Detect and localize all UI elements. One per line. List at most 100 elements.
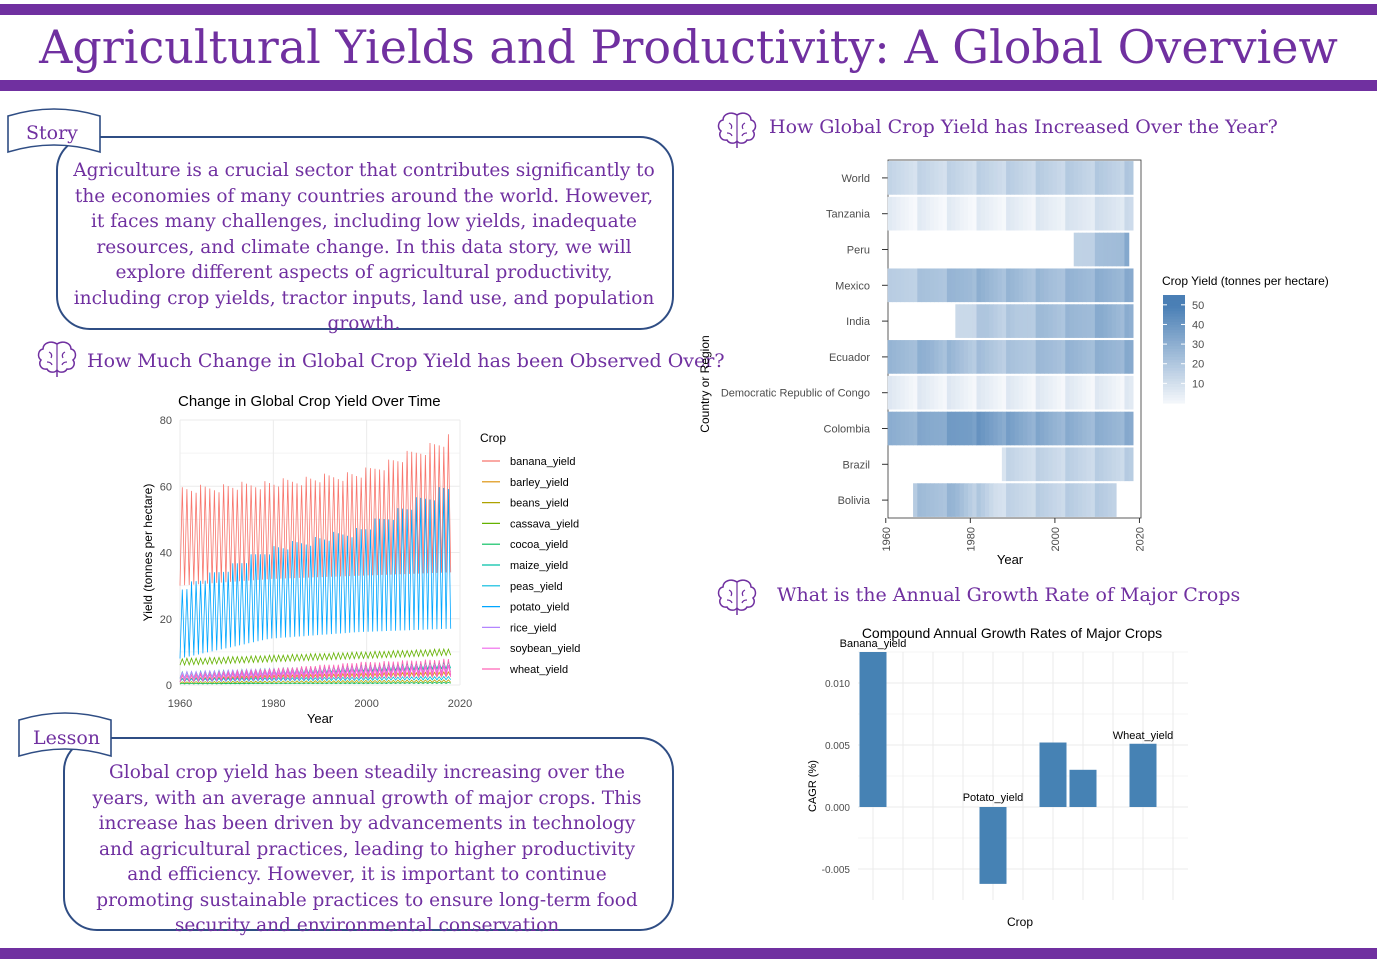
- heat-cell: [1006, 483, 1011, 517]
- heat-cell: [1116, 304, 1121, 338]
- legend-gradient-step: [1163, 373, 1185, 377]
- heat-cell: [955, 268, 961, 303]
- heat-cell: [1073, 232, 1079, 267]
- heat-cell: [1116, 196, 1121, 231]
- y-axis-label: Country or Region: [698, 335, 712, 432]
- heat-cell: [1103, 304, 1109, 338]
- heat-cell: [984, 375, 990, 410]
- heat-cell: [1128, 196, 1134, 231]
- heat-cell: [1086, 268, 1092, 303]
- section1-title: How Much Change in Global Crop Yield has…: [87, 350, 725, 372]
- heat-cell: [1035, 304, 1041, 338]
- heat-cell: [951, 340, 956, 374]
- heat-cell: [891, 268, 897, 303]
- heat-cell: [1128, 304, 1134, 338]
- heat-cell: [1022, 161, 1028, 195]
- y-tick-label: 0.010: [825, 679, 850, 690]
- heat-cell: [951, 196, 956, 231]
- heat-cell: [1061, 304, 1066, 338]
- heat-cell: [984, 304, 990, 338]
- heat-cell: [1069, 161, 1075, 195]
- heat-cell: [963, 340, 969, 374]
- heat-cell: [1056, 268, 1062, 303]
- legend-label: soybean_yield: [510, 643, 580, 655]
- bottom-border: [0, 948, 1377, 959]
- heat-cell: [1069, 268, 1075, 303]
- heat-cell: [1107, 340, 1113, 374]
- heat-cell: [904, 268, 910, 303]
- legend-gradient-step: [1163, 386, 1185, 390]
- heat-cell: [1061, 411, 1066, 446]
- heat-cell: [1099, 161, 1104, 195]
- legend-gradient-step: [1163, 365, 1185, 369]
- heat-cell: [1027, 196, 1033, 231]
- y-tick-label: 80: [160, 415, 172, 427]
- heat-cell: [1044, 196, 1049, 231]
- heat-cell: [1103, 447, 1109, 482]
- heat-cell: [1124, 161, 1130, 195]
- section3-title: What is the Annual Growth Rate of Major …: [777, 584, 1241, 606]
- chart-title: Change in Global Crop Yield Over Time: [178, 393, 441, 410]
- heat-cell: [934, 411, 940, 446]
- heat-cell: [1094, 375, 1100, 410]
- heat-cell: [946, 340, 952, 374]
- heat-cell: [891, 411, 897, 446]
- heat-cell: [1116, 340, 1121, 374]
- heat-cell: [1120, 375, 1126, 410]
- heat-cell: [913, 375, 918, 410]
- legend-gradient-step: [1163, 303, 1185, 307]
- heat-cell: [1018, 304, 1024, 338]
- heat-cell: [904, 196, 910, 231]
- x-tick-label: 1960: [168, 698, 192, 710]
- heat-cell: [993, 161, 999, 195]
- heat-cell: [1044, 411, 1049, 446]
- heat-cell: [908, 268, 914, 303]
- heat-cell: [1124, 196, 1130, 231]
- heat-cell: [1001, 268, 1007, 303]
- heat-cell: [1124, 340, 1130, 374]
- heat-cell: [925, 196, 931, 231]
- heat-cell: [929, 196, 935, 231]
- heat-cell: [1086, 340, 1092, 374]
- heat-cell: [1111, 268, 1117, 303]
- heat-cell: [925, 340, 931, 374]
- heat-cell: [1111, 304, 1117, 338]
- heat-cell: [908, 411, 914, 446]
- heat-cell: [984, 196, 990, 231]
- heat-cell: [1061, 375, 1066, 410]
- legend-gradient-step: [1163, 394, 1185, 399]
- heat-cell: [1090, 375, 1096, 410]
- heat-cell: [1111, 447, 1117, 482]
- heat-cell: [972, 483, 978, 517]
- heat-cell: [1014, 304, 1020, 338]
- heat-cell: [1124, 232, 1130, 267]
- heat-cell: [976, 196, 982, 231]
- heat-cell: [1027, 161, 1033, 195]
- legend-gradient-step: [1163, 376, 1185, 380]
- heat-cell: [1065, 375, 1071, 410]
- x-tick-label: 2000: [1050, 527, 1062, 551]
- heat-cell: [951, 161, 956, 195]
- heat-cell: [1010, 196, 1016, 231]
- y-tick-label: 0.005: [825, 741, 850, 752]
- bar-data-label: Potato_yield: [963, 792, 1024, 804]
- heat-cell: [887, 196, 893, 231]
- heat-cell: [959, 411, 965, 446]
- legend-gradient-step: [1163, 389, 1185, 393]
- heat-cell: [1090, 268, 1096, 303]
- heat-cell: [1044, 161, 1049, 195]
- heat-cell: [1039, 340, 1045, 374]
- heat-cell: [917, 483, 923, 517]
- heat-cell: [968, 161, 973, 195]
- heat-cell: [1018, 268, 1024, 303]
- heat-cell: [1052, 447, 1058, 482]
- heat-cell: [1010, 340, 1016, 374]
- heat-cell: [1014, 161, 1020, 195]
- heat-cell: [1124, 304, 1130, 338]
- heat-cell: [887, 340, 893, 374]
- heat-cell: [1103, 483, 1109, 517]
- heat-cell: [1022, 268, 1028, 303]
- heat-cell: [1094, 268, 1100, 303]
- heat-cell: [1014, 340, 1020, 374]
- heat-cell: [1069, 375, 1075, 410]
